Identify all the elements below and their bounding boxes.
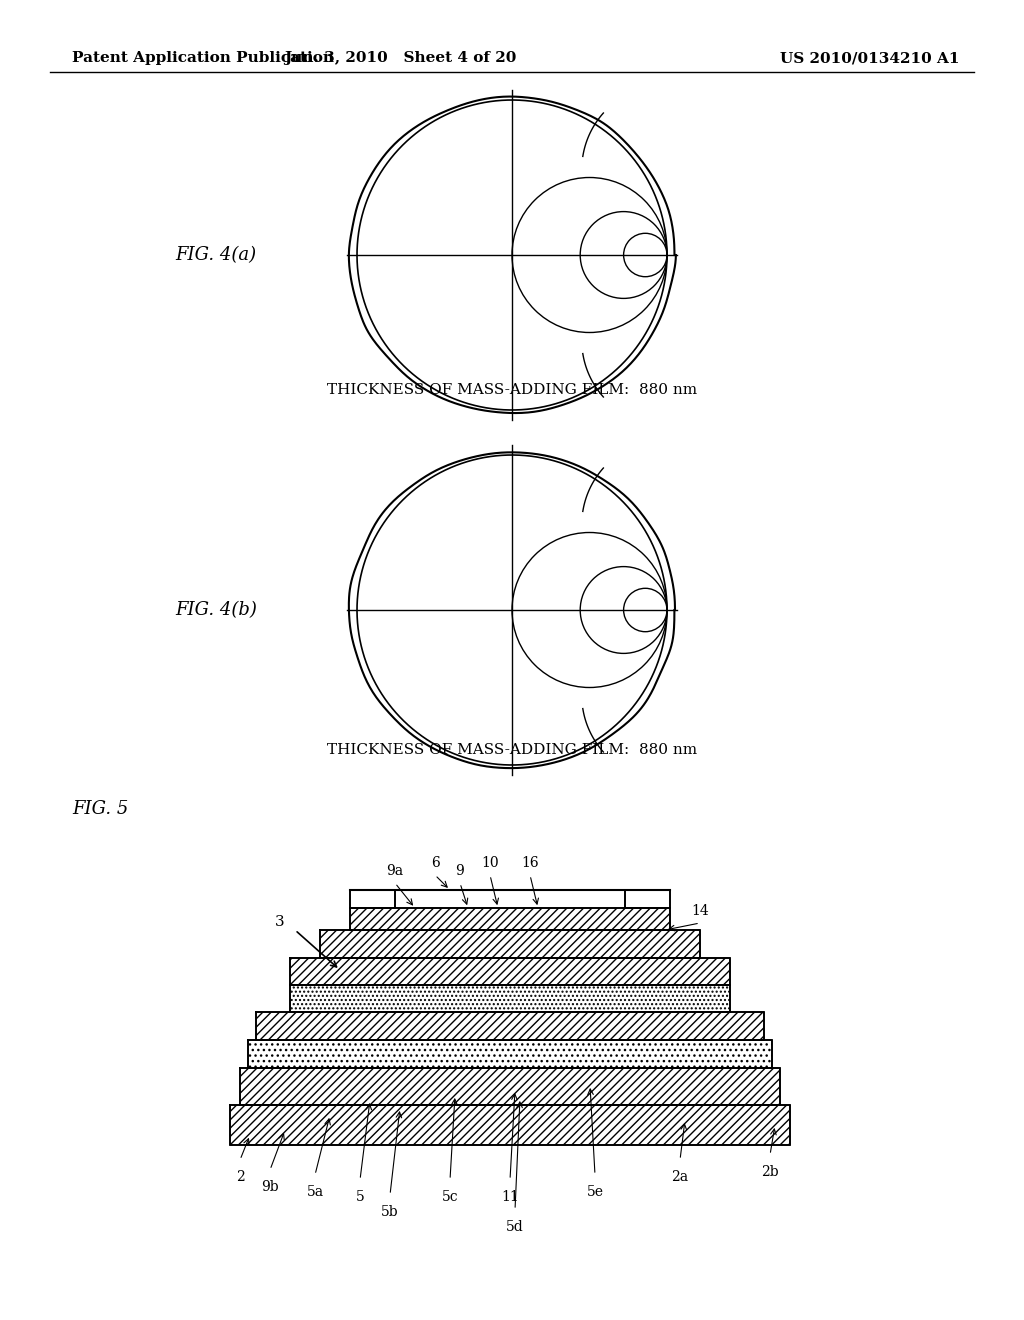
Text: 3: 3	[275, 915, 285, 929]
Polygon shape	[319, 931, 700, 958]
Polygon shape	[350, 908, 670, 931]
Text: Jun. 3, 2010   Sheet 4 of 20: Jun. 3, 2010 Sheet 4 of 20	[284, 51, 516, 65]
Polygon shape	[625, 890, 670, 908]
Text: 5: 5	[355, 1191, 365, 1204]
Text: THICKNESS OF MASS-ADDING FILM:  880 nm: THICKNESS OF MASS-ADDING FILM: 880 nm	[327, 383, 697, 397]
Text: FIG. 5: FIG. 5	[72, 800, 128, 818]
Text: 5d: 5d	[506, 1220, 524, 1234]
Text: 5b: 5b	[381, 1205, 398, 1218]
Text: 6: 6	[431, 855, 439, 870]
Polygon shape	[256, 1012, 764, 1040]
Text: THICKNESS OF MASS-ADDING FILM:  880 nm: THICKNESS OF MASS-ADDING FILM: 880 nm	[327, 743, 697, 756]
Text: FIG. 4(a): FIG. 4(a)	[175, 246, 256, 264]
Text: US 2010/0134210 A1: US 2010/0134210 A1	[780, 51, 959, 65]
Text: FIG. 4(b): FIG. 4(b)	[175, 601, 257, 619]
Text: 9a: 9a	[386, 865, 403, 878]
Polygon shape	[230, 1105, 790, 1144]
Polygon shape	[350, 890, 395, 908]
Polygon shape	[290, 985, 730, 1012]
Text: 16: 16	[521, 855, 539, 870]
Text: 10: 10	[481, 855, 499, 870]
Text: 2b: 2b	[761, 1166, 779, 1179]
Text: 11: 11	[501, 1191, 519, 1204]
Text: 2a: 2a	[672, 1170, 688, 1184]
Text: 2: 2	[236, 1170, 245, 1184]
Text: 5e: 5e	[587, 1185, 603, 1199]
Text: 14: 14	[691, 904, 709, 917]
Text: 9: 9	[456, 865, 464, 878]
Polygon shape	[248, 1040, 772, 1068]
Text: 5c: 5c	[441, 1191, 459, 1204]
Text: 5a: 5a	[306, 1185, 324, 1199]
Text: 9b: 9b	[261, 1180, 279, 1195]
Polygon shape	[290, 958, 730, 985]
Text: Patent Application Publication: Patent Application Publication	[72, 51, 334, 65]
Polygon shape	[240, 1068, 780, 1105]
